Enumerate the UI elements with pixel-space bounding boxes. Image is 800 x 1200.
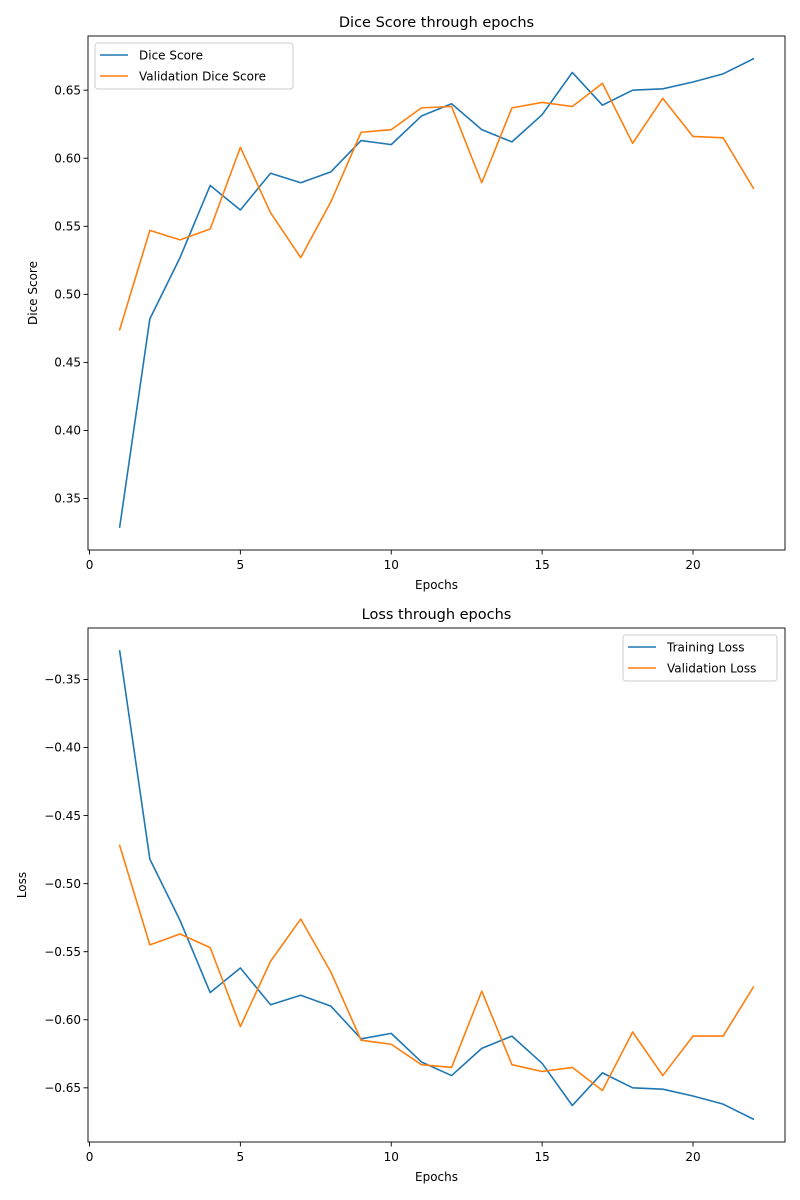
y-tick-label: 0.55 (54, 219, 81, 233)
legend: Dice Score Validation Dice Score (94, 42, 294, 90)
legend-label-1: Training Loss (666, 640, 744, 654)
y-tick-label: −0.65 (44, 1081, 81, 1095)
x-tick-label: 5 (237, 558, 245, 572)
y-tick-label: 0.65 (54, 83, 81, 97)
axes-frame (87, 35, 786, 551)
series-line-2 (118, 82, 755, 331)
chart-title: Loss through epochs (362, 607, 512, 623)
x-tick-label: 15 (534, 1150, 549, 1164)
legend-label-1: Dice Score (139, 48, 203, 62)
legend-box (94, 42, 294, 90)
y-tick-label: −0.45 (44, 809, 81, 823)
x-tick-label: 15 (534, 558, 549, 572)
y-tick-label: 0.45 (54, 356, 81, 370)
x-tick-label: 20 (685, 1150, 700, 1164)
legend: Training Loss Validation Loss (622, 634, 778, 682)
x-tick-label: 0 (86, 558, 94, 572)
axes-frame (87, 627, 786, 1143)
x-axis-label: Epochs (415, 1170, 458, 1184)
y-axis-label: Loss (15, 872, 29, 898)
y-tick-label: −0.35 (44, 673, 81, 687)
y-tick-label: 0.50 (54, 288, 81, 302)
legend-label-2: Validation Loss (667, 661, 756, 675)
series-line-2 (118, 844, 755, 1092)
y-tick-label: −0.60 (44, 1013, 81, 1027)
y-tick-label: −0.40 (44, 741, 81, 755)
legend-box (622, 634, 778, 682)
y-tick-label: −0.50 (44, 877, 81, 891)
y-tick-label: 0.60 (54, 151, 81, 165)
legend-label-2: Validation Dice Score (139, 69, 266, 83)
series-line-1 (118, 649, 755, 1121)
y-tick-label: −0.55 (44, 945, 81, 959)
x-axis-label: Epochs (415, 578, 458, 592)
x-tick-label: 20 (685, 558, 700, 572)
chart-1: Dice Score through epochs 0 5 10 15 20 0.35 0.4… (26, 15, 786, 592)
y-axis-label: Dice Score (26, 261, 40, 325)
chart-title: Dice Score through epochs (339, 15, 534, 31)
y-tick-label: 0.40 (54, 424, 81, 438)
x-tick-label: 0 (86, 1150, 94, 1164)
x-tick-label: 10 (384, 558, 399, 572)
series-line-1 (118, 57, 755, 529)
x-tick-label: 5 (237, 1150, 245, 1164)
chart-2: Loss through epochs 0 5 10 15 20 −0.65 −0.60 −0.… (15, 607, 786, 1184)
x-tick-label: 10 (384, 1150, 399, 1164)
y-tick-label: 0.35 (54, 492, 81, 506)
